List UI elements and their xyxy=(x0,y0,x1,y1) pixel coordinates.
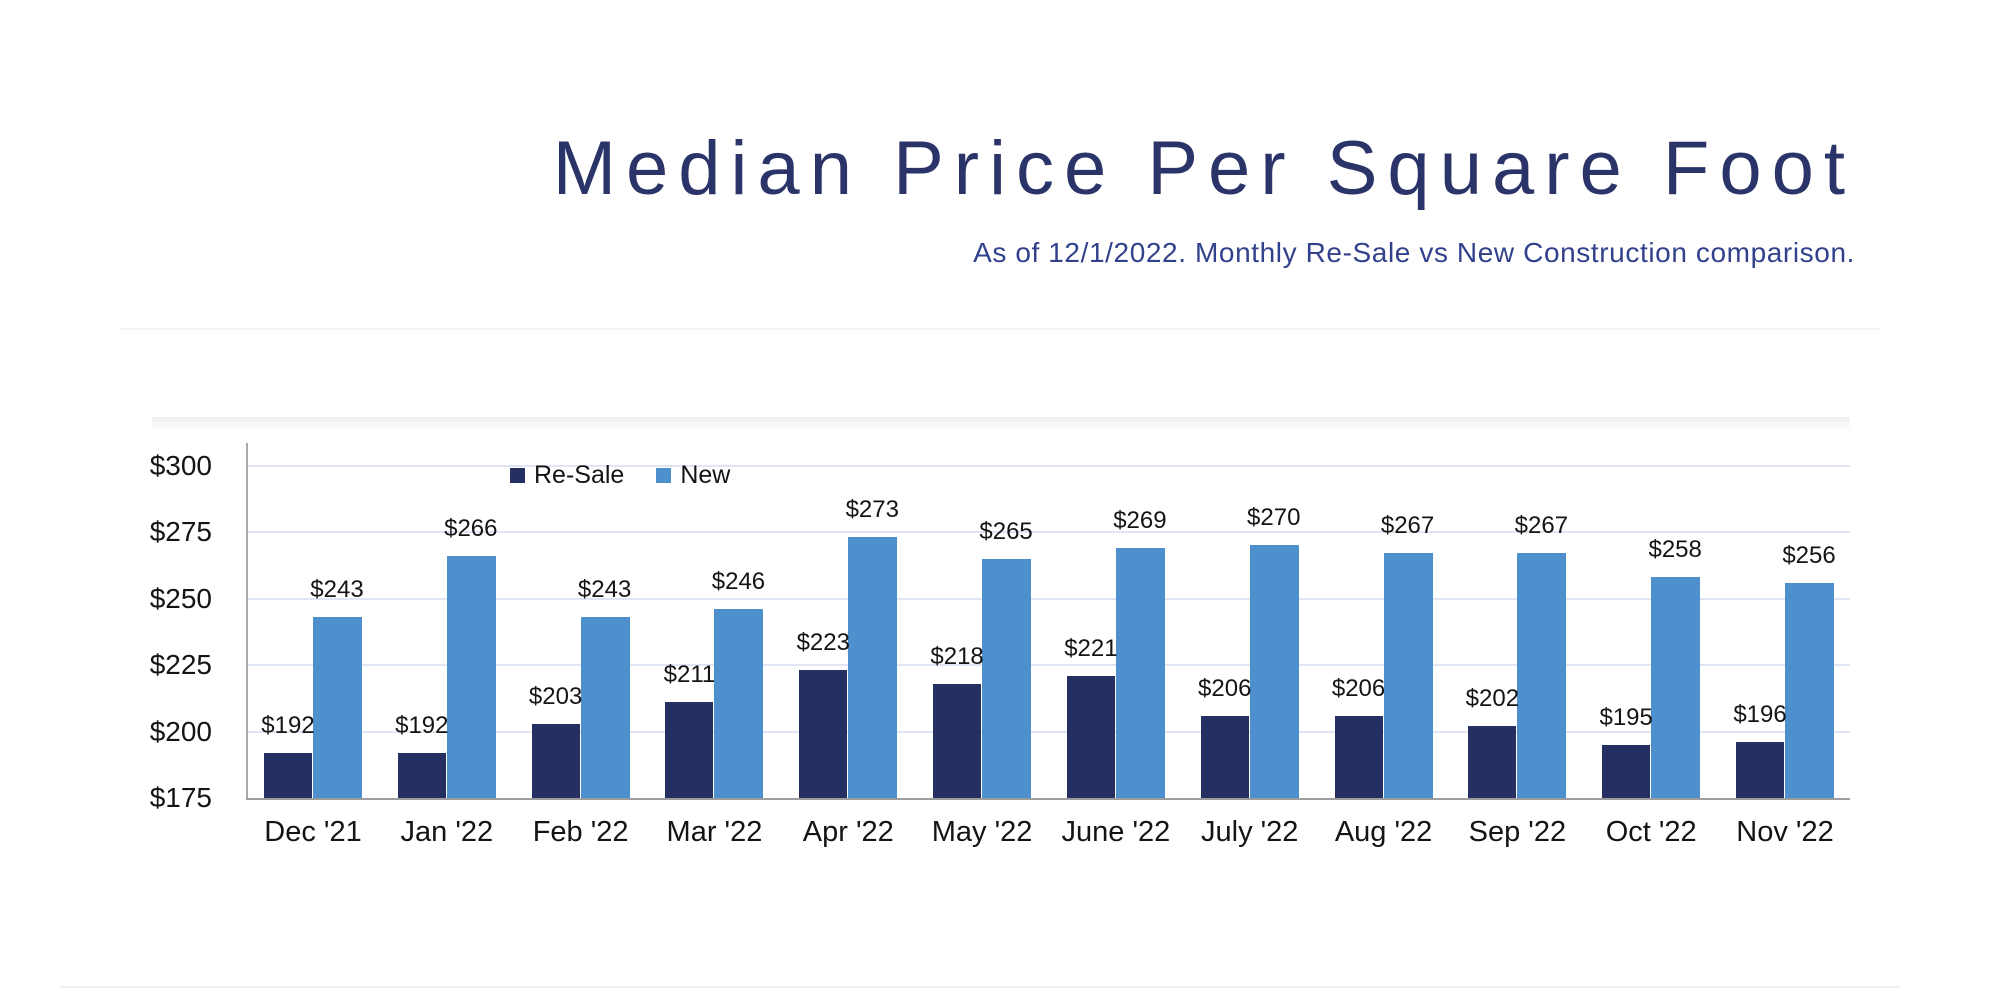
value-label-resale-june-22: $221 xyxy=(1064,634,1118,662)
bar-resale-oct-22 xyxy=(1602,744,1651,798)
bar-new-jan-22 xyxy=(446,555,496,798)
x-axis-label-oct-22: Oct '22 xyxy=(1605,816,1697,848)
x-axis-label-sep-22: Sep '22 xyxy=(1468,816,1567,848)
value-label-new-mar-22: $246 xyxy=(711,568,766,596)
y-axis-tick-300: $300 xyxy=(149,449,212,481)
x-axis-label-july-22: July '22 xyxy=(1201,816,1299,848)
gridline-225 xyxy=(246,664,1850,666)
bar-new-apr-22 xyxy=(848,537,898,798)
gridline-200 xyxy=(246,730,1850,733)
bar-resale-may-22 xyxy=(933,683,982,798)
value-label-resale-sep-22: $202 xyxy=(1465,685,1520,713)
bar-new-aug-22 xyxy=(1383,553,1433,798)
bar-resale-feb-22 xyxy=(531,723,580,798)
value-label-resale-oct-22: $195 xyxy=(1599,703,1653,731)
bar-resale-aug-22 xyxy=(1334,715,1383,798)
bar-resale-dec-21 xyxy=(264,752,312,798)
gridline-300 xyxy=(246,464,1850,467)
bar-resale-mar-22 xyxy=(665,702,714,798)
value-label-new-july-22: $270 xyxy=(1247,504,1301,532)
plot-top-shadow xyxy=(152,417,1850,430)
value-label-resale-feb-22: $203 xyxy=(528,682,583,710)
gridline-275 xyxy=(246,531,1850,533)
value-label-new-apr-22: $273 xyxy=(845,496,899,524)
y-axis-tick-275: $275 xyxy=(149,516,212,547)
chart-subtitle: As of 12/1/2022. Monthly Re-Sale vs New … xyxy=(973,237,1855,268)
value-label-new-aug-22: $267 xyxy=(1380,512,1435,540)
bar-resale-june-22 xyxy=(1066,675,1115,798)
x-axis-label-jan-22: Jan '22 xyxy=(400,816,494,848)
bar-new-july-22 xyxy=(1249,545,1299,798)
bottom-shadow-edge xyxy=(60,986,1900,988)
x-axis-label-nov-22: Nov '22 xyxy=(1736,816,1834,848)
legend-swatch-resale xyxy=(510,468,525,483)
value-label-new-jan-22: $266 xyxy=(444,514,498,542)
value-label-resale-mar-22: $211 xyxy=(663,661,716,689)
value-label-new-june-22: $269 xyxy=(1113,506,1167,534)
x-axis-label-june-22: June '22 xyxy=(1061,816,1171,848)
x-axis-label-may-22: May '22 xyxy=(931,816,1033,848)
x-axis-label-mar-22: Mar '22 xyxy=(666,816,763,848)
x-axis-line xyxy=(246,798,1850,800)
x-axis-label-feb-22: Feb '22 xyxy=(532,816,629,848)
bar-new-feb-22 xyxy=(580,617,630,798)
y-axis-tick-200: $200 xyxy=(149,715,212,747)
value-label-resale-nov-22: $196 xyxy=(1733,701,1787,729)
bar-new-sep-22 xyxy=(1517,553,1567,798)
gridline-250 xyxy=(246,597,1850,600)
value-label-resale-july-22: $206 xyxy=(1198,674,1252,702)
legend-label-new: New xyxy=(680,461,731,489)
bar-new-june-22 xyxy=(1115,547,1165,798)
x-axis-label-aug-22: Aug '22 xyxy=(1334,816,1433,848)
bar-resale-nov-22 xyxy=(1736,742,1785,798)
value-label-resale-jan-22: $192 xyxy=(395,711,449,739)
value-label-resale-aug-22: $206 xyxy=(1331,674,1386,702)
legend-label-resale: Re-Sale xyxy=(534,461,625,489)
value-label-new-dec-21: $243 xyxy=(310,576,364,604)
bar-new-nov-22 xyxy=(1785,582,1835,798)
value-label-new-may-22: $265 xyxy=(979,517,1033,545)
y-axis-tick-225: $225 xyxy=(149,649,212,680)
card-top-edge xyxy=(120,328,1880,330)
bar-new-may-22 xyxy=(982,558,1032,798)
bar-resale-jan-22 xyxy=(397,752,446,798)
bar-resale-apr-22 xyxy=(799,670,848,798)
y-axis-tick-250: $250 xyxy=(149,582,212,614)
bar-new-dec-21 xyxy=(313,617,362,798)
value-label-new-sep-22: $267 xyxy=(1514,512,1569,540)
value-label-new-nov-22: $256 xyxy=(1782,541,1836,569)
legend-item-resale: Re-Sale xyxy=(510,461,624,490)
bar-resale-july-22 xyxy=(1200,715,1249,798)
value-label-resale-may-22: $218 xyxy=(930,642,984,670)
value-label-new-oct-22: $258 xyxy=(1648,536,1702,564)
chart-legend: Re-Sale New xyxy=(510,461,730,490)
legend-swatch-new xyxy=(656,468,672,483)
value-label-resale-dec-21: $192 xyxy=(261,711,315,739)
value-label-new-feb-22: $243 xyxy=(577,576,632,604)
x-axis-label-apr-22: Apr '22 xyxy=(802,816,894,848)
bar-new-oct-22 xyxy=(1651,577,1701,798)
y-axis-tick-175: $175 xyxy=(149,782,212,813)
value-label-resale-apr-22: $223 xyxy=(796,629,850,657)
chart-heading: Median Price Per Square Foot As of 12/1/… xyxy=(553,131,1855,269)
bar-new-mar-22 xyxy=(714,609,764,798)
x-axis-label-dec-21: Dec '21 xyxy=(264,816,362,848)
y-axis-line xyxy=(246,443,248,798)
legend-item-new: New xyxy=(656,461,730,490)
chart-title: Median Price Per Square Foot xyxy=(552,126,1855,211)
bar-resale-sep-22 xyxy=(1468,726,1517,798)
